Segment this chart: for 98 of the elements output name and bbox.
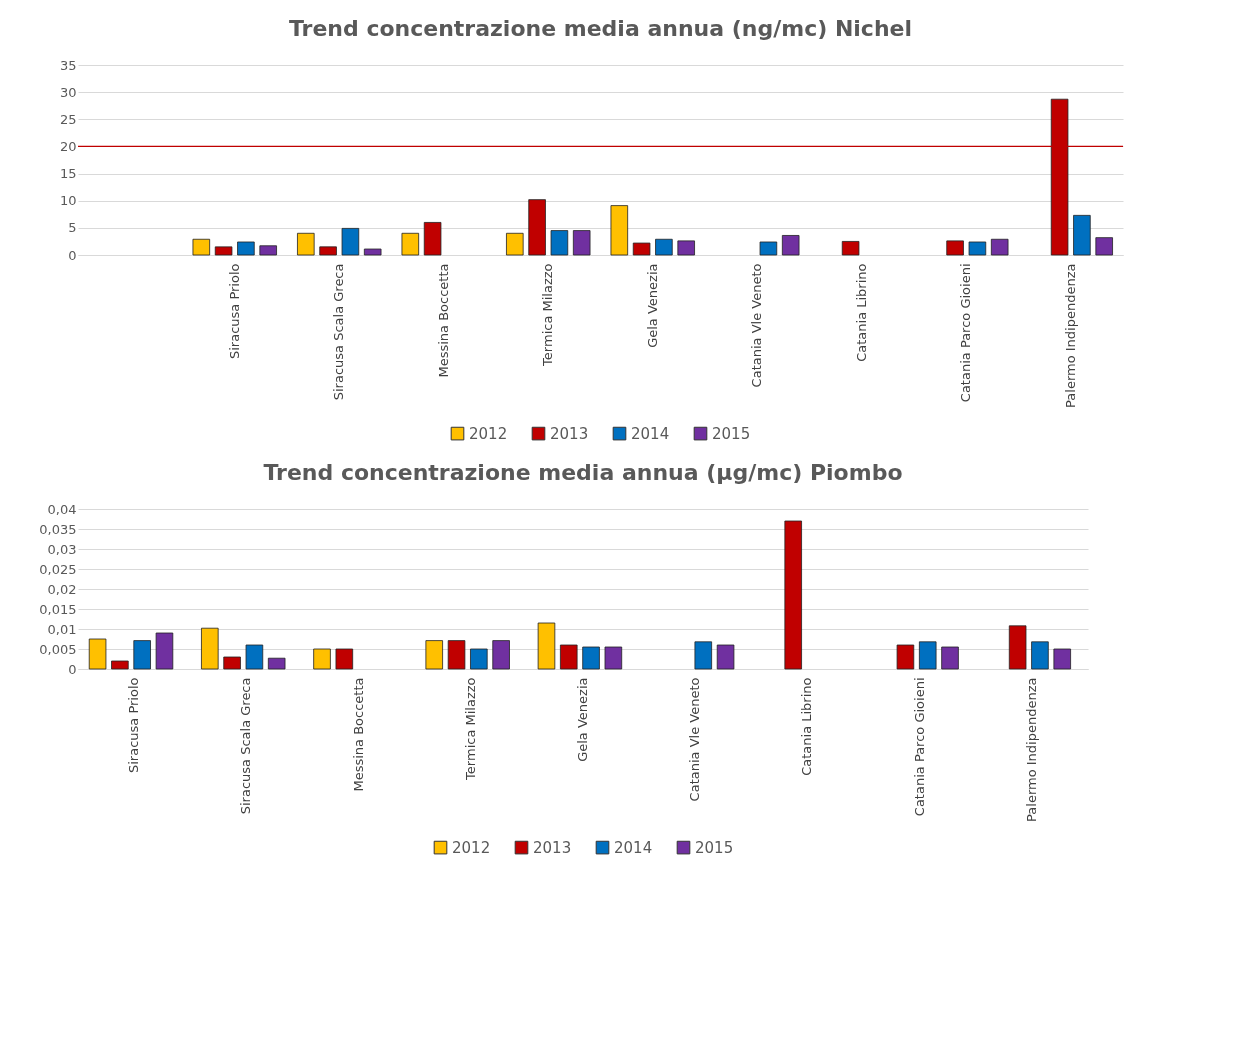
bar: [319, 246, 337, 256]
bar: [1008, 625, 1027, 670]
bar: [560, 644, 578, 670]
y-tick-label: 15: [59, 166, 77, 182]
bar: [492, 640, 510, 670]
bar: [759, 241, 778, 256]
legend-label: 2013: [533, 838, 572, 857]
bar: [506, 232, 524, 256]
bar: [155, 632, 174, 670]
bar: [363, 248, 382, 256]
bar: [716, 644, 735, 670]
bar: [604, 646, 623, 670]
x-tick-label: Termica Milazzo: [540, 263, 556, 367]
bar: [267, 657, 286, 670]
bar: [1053, 648, 1071, 670]
bar: [781, 235, 800, 256]
bar: [632, 242, 651, 256]
legend-label: 2015: [695, 838, 734, 857]
x-tick-label: Gela Venezia: [575, 677, 590, 762]
x-tick-label: Catania Librino: [853, 263, 869, 362]
x-tick-label: Catania Vle Veneto: [749, 263, 765, 388]
legend-label: 2012: [452, 838, 491, 857]
bar: [610, 205, 629, 256]
bar: [572, 230, 591, 256]
y-tick-label: 0,02: [47, 581, 77, 597]
x-tick-label: Catania Parco Gioieni: [911, 677, 927, 817]
x-tick-label: Siracusa Scala Greca: [238, 677, 254, 815]
x-tick-label: Siracusa Priolo: [126, 677, 142, 774]
x-tick-label: Palermo Indipendenza: [1062, 263, 1078, 408]
bar: [297, 232, 315, 256]
bar: [582, 646, 600, 670]
legend-label: 2014: [631, 424, 670, 443]
x-tick-label: Catania Vle Veneto: [687, 677, 703, 802]
bar: [784, 520, 802, 670]
bar: [694, 641, 713, 670]
bar: [223, 656, 241, 670]
bar: [896, 644, 915, 670]
bar: [841, 241, 860, 256]
x-tick-label: Palermo Indipendenza: [1023, 677, 1039, 822]
bar: [425, 640, 444, 670]
y-tick-label: 0: [68, 661, 77, 677]
chart-title: Trend concentrazione media annua (µg/mc) Piombo: [263, 460, 903, 485]
y-tick-label: 0,01: [47, 621, 77, 637]
x-tick-label: Siracusa Priolo: [226, 263, 242, 360]
bar: [237, 241, 255, 256]
x-tick-label: Messina Boccetta: [350, 677, 366, 792]
y-tick-label: 0,015: [39, 601, 77, 617]
y-tick-label: 35: [59, 57, 77, 73]
bar: [133, 640, 151, 670]
bar: [214, 246, 233, 256]
y-tick-label: 30: [59, 84, 77, 100]
bar: [341, 228, 360, 256]
bar: [335, 648, 354, 670]
bar: [88, 638, 107, 670]
bar: [918, 641, 937, 670]
x-tick-label: Messina Boccetta: [435, 263, 451, 378]
bar: [245, 644, 264, 670]
bar: [677, 240, 695, 256]
x-tick-label: Catania Librino: [799, 677, 815, 776]
y-tick-label: 0,04: [47, 501, 77, 517]
y-tick-label: 20: [59, 138, 77, 154]
x-tick-label: Gela Venezia: [644, 263, 660, 348]
y-tick-label: 0,005: [39, 641, 77, 657]
bar: [201, 627, 219, 670]
bar: [401, 232, 420, 256]
bar: [111, 660, 129, 670]
bar: [655, 238, 673, 256]
x-tick-label: Siracusa Scala Greca: [331, 263, 347, 401]
bar: [550, 230, 569, 256]
y-tick-label: 5: [68, 220, 77, 236]
y-tick-label: 0,025: [39, 561, 77, 577]
bar: [946, 240, 964, 256]
bar: [528, 199, 546, 256]
bar: [537, 622, 556, 670]
legend-label: 2015: [712, 424, 751, 443]
y-tick-label: 0: [68, 247, 77, 263]
y-tick-label: 25: [59, 111, 77, 127]
bar: [447, 640, 466, 670]
bar: [1095, 237, 1113, 256]
legend-label: 2014: [614, 838, 653, 857]
bar: [1073, 214, 1091, 256]
y-tick-label: 0,03: [47, 541, 77, 557]
bar: [968, 241, 987, 256]
legend-label: 2012: [469, 424, 508, 443]
x-tick-label: Catania Parco Gioieni: [958, 263, 974, 403]
bar: [192, 238, 211, 256]
bar: [470, 648, 488, 670]
bar: [1031, 641, 1049, 670]
chart-title: Trend concentrazione media annua (ng/mc) Nichel: [288, 16, 913, 41]
bar: [941, 646, 959, 670]
x-tick-label: Termica Milazzo: [462, 677, 478, 781]
y-tick-label: 0,035: [39, 521, 77, 537]
bar: [313, 648, 331, 670]
bar: [259, 245, 277, 256]
legend-label: 2013: [550, 424, 589, 443]
y-tick-label: 10: [59, 193, 77, 209]
bar: [423, 222, 442, 256]
bar: [990, 238, 1009, 256]
